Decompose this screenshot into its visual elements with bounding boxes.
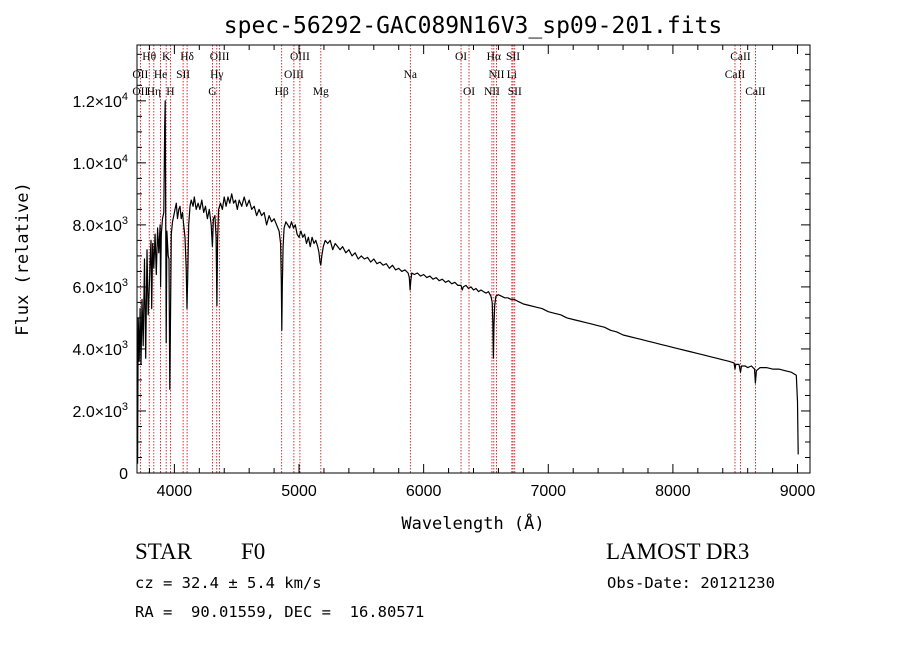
line-marker-label: SII: [176, 69, 190, 81]
x-axis-ticks: 4000 5000 6000 7000 8000 9000: [148, 45, 816, 500]
line-marker-label: OI: [455, 51, 467, 63]
y-tick-exponent: 4: [122, 153, 128, 165]
y-tick-exponent: 3: [122, 277, 128, 289]
line-marker-label: CaII: [745, 86, 766, 98]
subclass-label: F0: [241, 539, 266, 564]
redshift-text: cz = 32.4 ± 5.4 km/s: [135, 574, 322, 592]
line-marker-label: OII: [132, 69, 148, 81]
y-tick-label: 1.2×104: [72, 91, 128, 111]
line-marker-label: Li: [507, 69, 517, 81]
x-tick-label: 9000: [780, 483, 816, 500]
line-marker-label: Hγ: [210, 69, 223, 81]
x-tick-label: 8000: [655, 483, 691, 500]
spectrum-line: [137, 100, 799, 464]
line-marker-label: OIII: [284, 69, 304, 81]
emission-line-labels: Hθ K Hδ OIII OIII OI Hα SII CaII OII He SII Hγ OIII Na…: [132, 51, 765, 98]
x-tick-label: 7000: [530, 483, 566, 500]
y-axis-label: Flux (relative): [13, 182, 33, 336]
line-marker-label: OIII: [210, 51, 230, 63]
line-marker-label: H: [166, 86, 174, 98]
classification-label: STAR: [135, 539, 192, 564]
line-marker-label: SII: [508, 86, 522, 98]
y-tick-label: 1.0×104: [72, 153, 128, 173]
x-tick-label: 6000: [406, 483, 442, 500]
line-marker-label: Hα: [487, 51, 501, 63]
line-marker-label: OI: [463, 86, 475, 98]
y-tick-exponent: 3: [122, 401, 128, 413]
line-marker-label: Hβ: [275, 86, 289, 98]
line-marker-label: CaII: [730, 51, 751, 63]
y-axis-ticks: 0 2.0×103 4.0×103 6.0×103 8.0×103 1.0×104 1.2×…: [72, 53, 810, 483]
y-tick-label: 2.0×103: [72, 401, 128, 421]
line-marker-label: K: [162, 51, 171, 63]
x-tick-label: 4000: [157, 483, 193, 500]
y-tick-label: 4.0×103: [72, 339, 128, 359]
line-marker-label: CaII: [725, 69, 746, 81]
plot-frame: [136, 44, 811, 474]
y-tick-label: 6.0×103: [72, 277, 128, 297]
x-axis-label: Wavelength (Å): [401, 512, 544, 534]
line-marker-label: Mg: [313, 86, 329, 98]
line-marker-label: Hθ: [142, 51, 156, 63]
line-marker-label: Na: [404, 69, 417, 81]
line-marker-label: OII: [132, 86, 148, 98]
chart-title: spec-56292-GAC089N16V3_sp09-201.fits: [224, 13, 723, 39]
obs-date-text: Obs-Date: 20121230: [607, 574, 775, 592]
coordinates-text: RA = 90.01559, DEC = 16.80571: [135, 603, 425, 621]
line-marker-label: NII: [488, 69, 504, 81]
survey-label: LAMOST DR3: [606, 539, 750, 564]
line-marker-label: OIII: [290, 51, 310, 63]
line-marker-label: NII: [484, 86, 500, 98]
y-tick-exponent: 4: [122, 91, 128, 103]
y-tick-label: 8.0×103: [72, 215, 128, 235]
line-marker-label: Hδ: [180, 51, 194, 63]
y-tick-label: 0: [119, 466, 128, 483]
line-marker-label: He: [154, 69, 167, 81]
x-tick-label: 5000: [281, 483, 317, 500]
line-marker-label: SII: [506, 51, 520, 63]
y-tick-exponent: 3: [122, 215, 128, 227]
line-marker-label: G: [208, 86, 216, 98]
line-marker-label: Hη: [147, 86, 161, 98]
y-tick-exponent: 3: [122, 339, 128, 351]
emission-line-markers: [139, 45, 756, 473]
